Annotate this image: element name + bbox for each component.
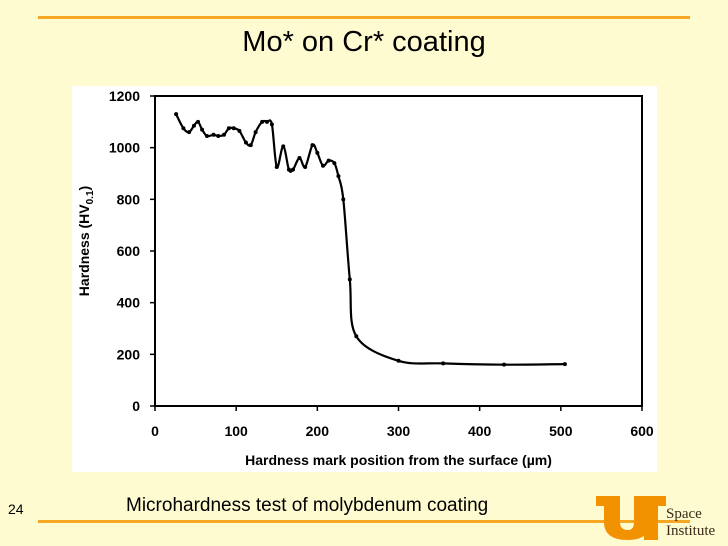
data-point bbox=[260, 119, 265, 124]
data-point bbox=[204, 134, 209, 139]
logo-u-shape bbox=[596, 496, 650, 540]
y-tick-label: 0 bbox=[132, 398, 140, 414]
slide-caption: Microhardness test of molybdenum coating bbox=[126, 495, 489, 516]
data-point bbox=[326, 158, 331, 163]
data-point bbox=[216, 134, 221, 139]
data-point bbox=[200, 127, 205, 132]
page-number: 24 bbox=[8, 501, 24, 517]
chart-panel: 0 200 400 600 800 1000 1200 0 100 200 300 400 500 600… bbox=[72, 86, 657, 472]
data-point bbox=[248, 143, 253, 148]
data-point bbox=[297, 156, 302, 160]
y-tick-label: 1200 bbox=[109, 88, 140, 104]
data-point bbox=[286, 167, 291, 172]
data-point bbox=[253, 130, 258, 135]
data-point bbox=[562, 362, 567, 367]
logo-t-shape bbox=[642, 496, 666, 540]
data-point bbox=[274, 165, 279, 170]
data-point bbox=[321, 163, 326, 168]
logo-text-space: Space bbox=[666, 506, 702, 522]
x-tick-label: 300 bbox=[387, 423, 411, 439]
data-point bbox=[243, 140, 248, 145]
slide-title: Mo* on Cr* coating bbox=[242, 26, 486, 58]
x-tick-label: 400 bbox=[468, 423, 492, 439]
series-line bbox=[175, 113, 565, 366]
data-point bbox=[237, 128, 242, 133]
x-tick-label: 0 bbox=[151, 423, 159, 439]
x-tick-label: 100 bbox=[224, 423, 248, 439]
data-point bbox=[354, 334, 359, 339]
x-axis-label: Hardness mark position from the surface … bbox=[245, 452, 552, 468]
y-tick-label: 600 bbox=[117, 243, 141, 259]
data-point bbox=[341, 197, 346, 202]
y-tick-label: 400 bbox=[117, 295, 141, 311]
top-rule bbox=[38, 16, 690, 19]
data-point bbox=[265, 119, 270, 124]
data-point bbox=[315, 150, 320, 155]
data-point bbox=[226, 126, 231, 131]
data-point bbox=[290, 167, 295, 172]
x-tick-label: 200 bbox=[306, 423, 330, 439]
data-point bbox=[231, 126, 236, 131]
data-point bbox=[336, 174, 341, 179]
data-point bbox=[221, 132, 226, 137]
data-point bbox=[281, 144, 286, 149]
data-point bbox=[310, 143, 315, 148]
x-tick-label: 600 bbox=[630, 423, 654, 439]
y-tick-label: 800 bbox=[117, 191, 141, 207]
y-tick-label: 200 bbox=[117, 346, 141, 362]
y-tick-label: 1000 bbox=[109, 140, 140, 156]
data-point bbox=[174, 112, 179, 117]
ut-logo bbox=[596, 496, 666, 540]
data-point bbox=[303, 165, 308, 170]
data-point bbox=[187, 130, 192, 135]
data-point bbox=[181, 126, 186, 131]
data-point bbox=[441, 361, 446, 366]
data-point bbox=[347, 277, 352, 282]
data-point bbox=[396, 358, 401, 363]
data-point bbox=[332, 161, 337, 166]
hardness-chart: 0 200 400 600 800 1000 1200 0 100 200 300 400 500 600… bbox=[76, 88, 654, 468]
data-point bbox=[269, 122, 274, 127]
bottom-rule bbox=[38, 520, 690, 523]
data-point bbox=[502, 362, 507, 367]
data-point bbox=[191, 123, 196, 128]
x-tick-label: 500 bbox=[549, 423, 573, 439]
data-point bbox=[211, 132, 216, 137]
logo-text-institute: Institute bbox=[666, 523, 716, 539]
data-point bbox=[196, 119, 201, 124]
y-axis-label: Hardness (HV0.1) bbox=[76, 186, 96, 296]
